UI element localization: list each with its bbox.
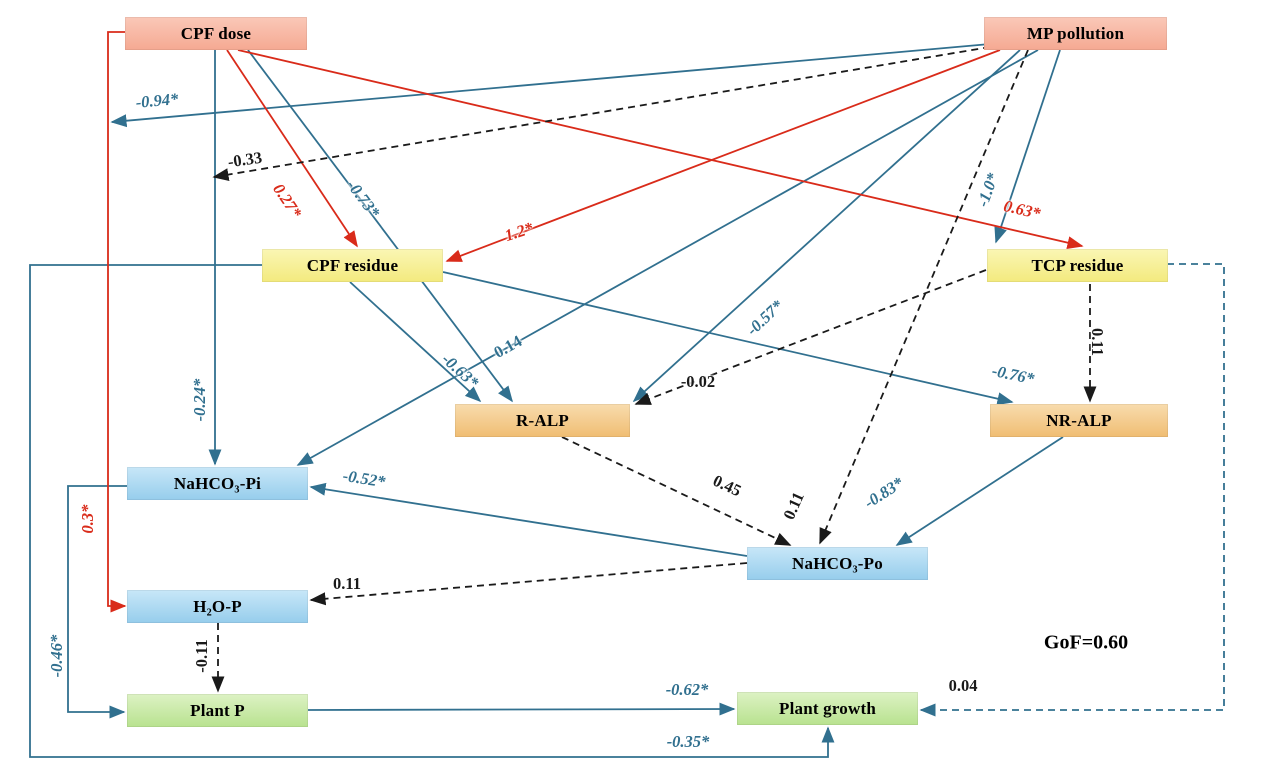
edge-cpf-ralp bbox=[247, 49, 513, 403]
node-nr-alp: NR-ALP bbox=[990, 404, 1168, 437]
edge-label-tcpres-growth: 0.04 bbox=[948, 676, 978, 695]
edge-nahco3po-pi bbox=[309, 482, 748, 557]
edge-nralp-nahco3po bbox=[895, 436, 1064, 546]
node-nahco3-po: NaHCO₃-Po bbox=[747, 547, 928, 580]
edge-mp-nahco3pi bbox=[296, 49, 1039, 466]
node-mp-pollution: MP pollution bbox=[984, 17, 1167, 50]
node-plant-growth: Plant growth bbox=[737, 692, 918, 725]
edge-cpfres-ralp bbox=[349, 281, 482, 403]
edge-tcpres-ralp bbox=[634, 269, 987, 405]
edge-nahco3po-h2op bbox=[309, 562, 748, 606]
node-h2o-p: H₂O-P bbox=[127, 590, 308, 623]
edge-label-mp-left: -0.94* bbox=[134, 89, 180, 112]
edge-label-tcpres-nralp: 0.11 bbox=[1088, 328, 1107, 356]
node-cpf-residue: CPF residue bbox=[262, 249, 443, 282]
node-plant-p: Plant P bbox=[127, 694, 308, 727]
node-cpf-dose: CPF dose bbox=[125, 17, 307, 50]
edge-label-nahco3po-h2op: 0.11 bbox=[333, 574, 361, 593]
edge-label-cpf-nahco3pi: -0.24* bbox=[190, 378, 209, 422]
edge-mp-cpfres bbox=[445, 49, 1001, 262]
edge-cpf-tcpres bbox=[237, 49, 1084, 250]
edge-label-h2op-plantp: -0.11 bbox=[192, 639, 211, 673]
edge-cpf-cpfres bbox=[226, 49, 358, 248]
edge-mp-nahco3po bbox=[819, 49, 1029, 545]
edge-ralp-nahco3po bbox=[561, 436, 792, 546]
node-nahco3-pi: NaHCO₃-Pi bbox=[127, 467, 308, 500]
edge-cpfres-nralp bbox=[442, 271, 1014, 406]
edge-plantp-growth bbox=[307, 702, 736, 716]
edge-label-nahco3pi-plantp: -0.46* bbox=[47, 634, 66, 678]
edge-mp-tcp bbox=[994, 49, 1061, 244]
edge-label-plantp-growth: -0.62* bbox=[665, 680, 709, 699]
edge-label-cpf-h2op: 0.3* bbox=[78, 504, 97, 534]
edge-mp-left bbox=[110, 43, 991, 128]
node-r-alp: R-ALP bbox=[455, 404, 630, 437]
edge-nahco3pi-plantp bbox=[67, 485, 127, 719]
edge-cpf-h2op bbox=[107, 31, 127, 613]
edge-mp-ralp bbox=[632, 49, 1021, 403]
edge-tcpres-growth bbox=[919, 263, 1225, 717]
edge-label-tcpres-ralp: -0.02 bbox=[680, 372, 716, 391]
node-tcp-residue: TCP residue bbox=[987, 249, 1168, 282]
gof-label: GoF=0.60 bbox=[1043, 631, 1129, 654]
edge-mp-left-ns bbox=[212, 46, 991, 181]
edge-label-cpfres-growth: -0.35* bbox=[666, 732, 710, 751]
